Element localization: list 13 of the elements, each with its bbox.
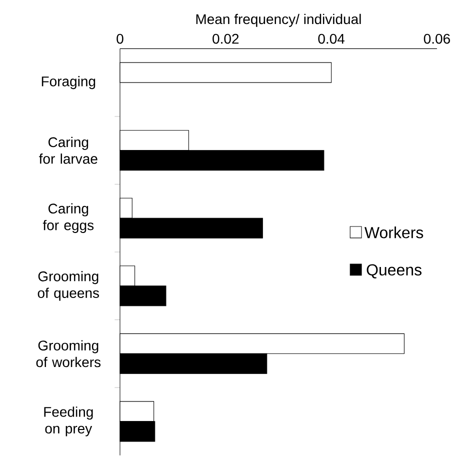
x-axis-title: Mean frequency/ individual [196,14,361,27]
y-tick-label: Caring for eggs [42,203,94,233]
y-tick-label: Feeding on prey [44,406,93,436]
x-tick-label: 0 [116,34,124,44]
x-tick-label: 0.06 [424,34,450,44]
legend-label: Workers [364,226,424,238]
y-tick-label: Grooming of queens [38,271,99,301]
y-tick-label: Foraging [42,76,96,90]
x-tick-label: 0.02 [212,34,239,44]
legend-label: Queens [366,264,422,278]
y-tick-label: Caring for larvae [39,136,98,164]
y-tick-label: Grooming of workers [36,340,101,368]
x-tick-label: 0.04 [318,34,345,44]
